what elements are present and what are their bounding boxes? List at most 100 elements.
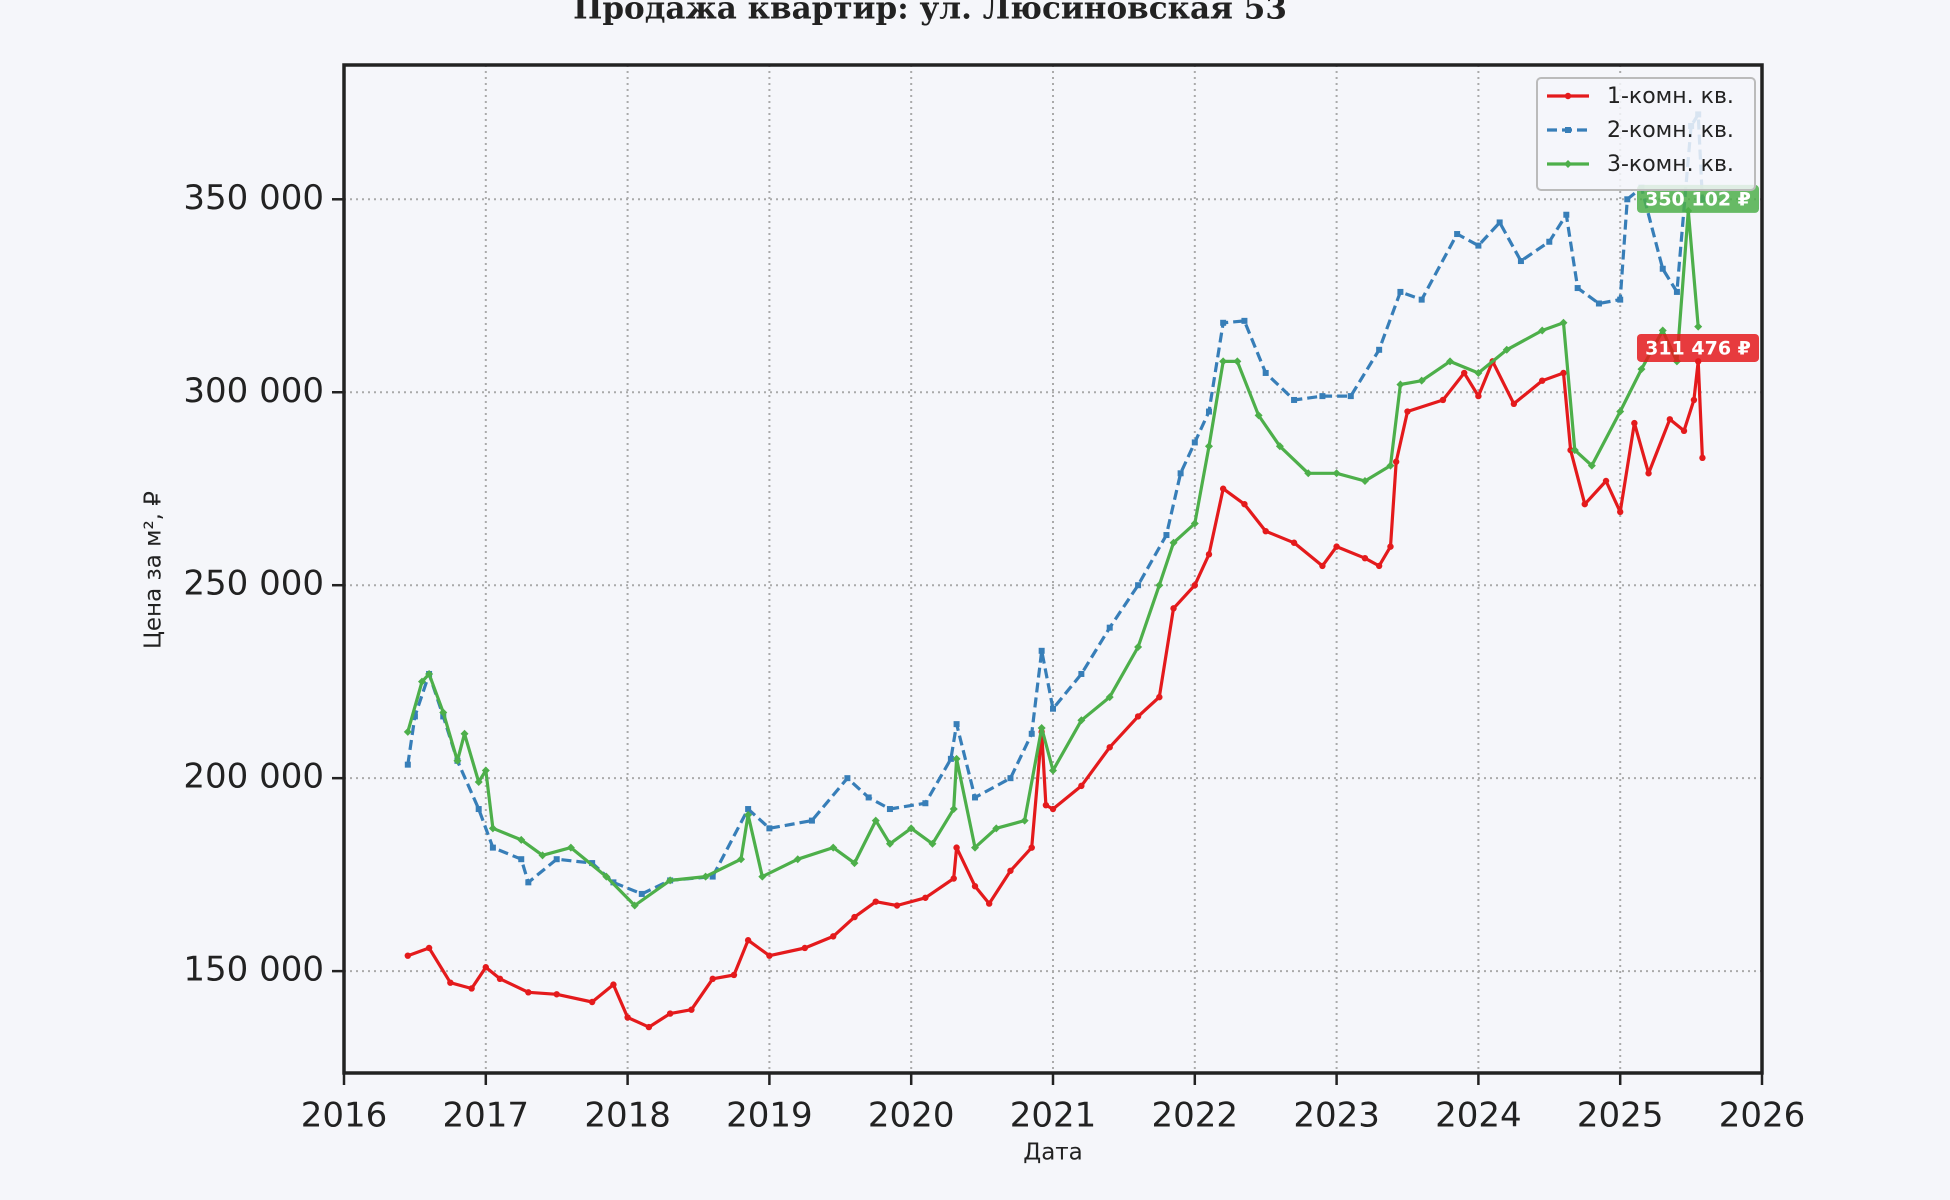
x-tick-label: 2018	[584, 1096, 671, 1136]
point	[425, 669, 434, 678]
point	[737, 855, 746, 864]
annotation-label: 311 476 ₽	[1645, 337, 1751, 359]
point	[949, 805, 958, 814]
point	[1454, 231, 1461, 238]
point	[468, 985, 475, 992]
point	[851, 913, 858, 921]
point	[1077, 716, 1086, 725]
x-tick-label: 2017	[443, 1096, 530, 1136]
point	[425, 944, 433, 952]
y-tick-label: 300 000	[183, 371, 324, 411]
y-tick-label: 200 000	[183, 757, 324, 797]
point	[1037, 723, 1046, 732]
point	[1387, 543, 1394, 550]
x-tick-label: 2022	[1152, 1096, 1239, 1136]
annotation-box	[1637, 184, 1759, 213]
point	[602, 872, 611, 881]
point	[1028, 730, 1035, 737]
point	[1446, 357, 1455, 366]
point	[1134, 713, 1142, 720]
point	[893, 902, 901, 909]
point	[1624, 196, 1631, 203]
point	[666, 1010, 674, 1017]
x-tick-label: 2024	[1435, 1096, 1522, 1136]
point	[411, 713, 418, 720]
point	[1319, 393, 1326, 400]
y-tick-label: 350 000	[183, 178, 324, 218]
legend-box	[1536, 77, 1756, 191]
point	[474, 778, 483, 787]
point	[417, 677, 426, 686]
point	[829, 843, 838, 852]
point	[1595, 300, 1602, 307]
point	[1510, 400, 1518, 408]
point	[971, 843, 980, 852]
point	[830, 933, 837, 940]
point	[1565, 127, 1571, 133]
y-tick-label: 150 000	[183, 950, 324, 990]
point	[1637, 365, 1646, 374]
point	[1617, 508, 1624, 516]
point	[1474, 368, 1483, 377]
x-tick-label: 2026	[1719, 1096, 1806, 1136]
point	[844, 775, 851, 782]
point	[1546, 238, 1553, 245]
point	[1135, 582, 1142, 589]
point	[953, 721, 960, 728]
point	[1360, 477, 1369, 486]
point	[645, 1023, 653, 1031]
legend-label: 2-комн. кв.	[1607, 118, 1734, 143]
point	[1680, 427, 1688, 435]
point	[1007, 867, 1014, 874]
point	[1241, 500, 1248, 508]
point	[865, 794, 872, 801]
point	[1106, 624, 1113, 631]
point	[1190, 519, 1199, 528]
point	[1361, 554, 1369, 562]
point	[1333, 543, 1340, 550]
point	[952, 754, 961, 763]
point	[1205, 408, 1212, 415]
point	[1304, 469, 1313, 478]
point	[688, 1006, 695, 1013]
point	[1163, 532, 1170, 539]
point	[1028, 844, 1035, 851]
point	[744, 937, 752, 944]
point	[1404, 408, 1411, 415]
point	[972, 794, 979, 801]
point	[538, 851, 547, 860]
point	[624, 1014, 631, 1021]
point	[588, 998, 596, 1006]
point	[1694, 322, 1703, 331]
x-tick-label: 2020	[868, 1096, 955, 1136]
point	[1078, 670, 1085, 677]
point	[1631, 419, 1638, 427]
point	[518, 856, 525, 863]
point	[1690, 396, 1698, 404]
x-tick-label: 2016	[301, 1096, 388, 1136]
point	[404, 761, 411, 768]
point	[922, 894, 929, 901]
point	[403, 727, 412, 736]
point	[709, 975, 716, 983]
point	[1177, 470, 1184, 477]
point	[1475, 392, 1482, 400]
point	[1616, 407, 1625, 416]
point	[1673, 288, 1680, 295]
point	[907, 824, 916, 833]
point	[1191, 439, 1198, 446]
point	[1439, 396, 1447, 404]
y-axis-label: Цена за м², ₽	[141, 491, 167, 649]
point	[1205, 551, 1213, 558]
point	[1347, 393, 1354, 400]
point	[1564, 92, 1572, 100]
point	[482, 964, 489, 971]
point	[1254, 411, 1263, 420]
point	[447, 979, 454, 986]
point	[985, 900, 993, 907]
point	[1291, 396, 1298, 403]
point	[947, 755, 954, 762]
point	[610, 981, 617, 988]
point	[1587, 461, 1596, 470]
